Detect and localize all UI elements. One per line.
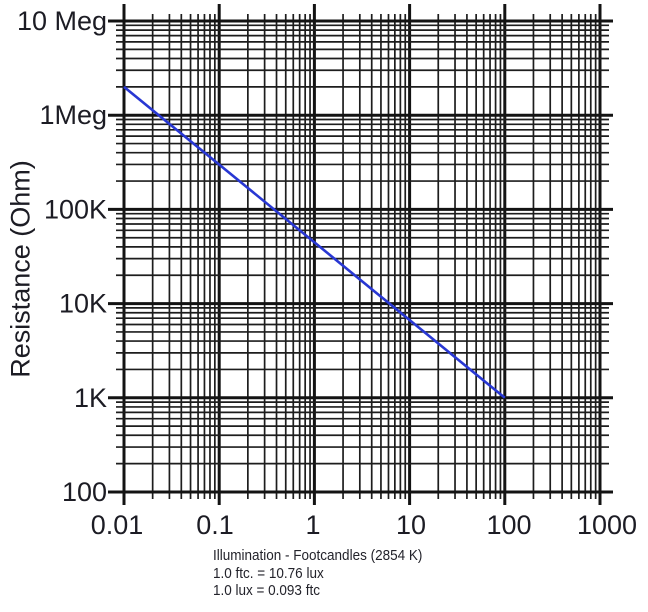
x-axis-caption-block: Illumination - Footcandles (2854 K) 1.0 … xyxy=(213,547,422,600)
series-resistance-vs-illumination xyxy=(123,85,506,399)
y-axis-title: Resistance (Ohm) xyxy=(5,160,36,378)
conversion-note-ftc-to-lux: 1.0 ftc. = 10.76 lux xyxy=(213,564,324,582)
y-tick-label: 10K xyxy=(59,289,107,319)
y-tick-label: 100 xyxy=(62,477,107,507)
y-tick-label: 100K xyxy=(44,194,107,224)
conversion-note-lux-to-ftc: 1.0 lux = 0.093 ftc xyxy=(213,582,320,599)
log-log-grid xyxy=(108,4,613,505)
y-tick-label: 10 Meg xyxy=(17,6,107,36)
x-tick-label: 0.01 xyxy=(91,510,144,540)
x-tick-label: 10 xyxy=(396,510,426,540)
series-layer xyxy=(123,85,506,399)
y-tick-label: 1Meg xyxy=(39,100,107,130)
x-tick-label: 100 xyxy=(486,510,531,540)
y-tick-label: 1K xyxy=(74,383,107,413)
x-tick-label: 1 xyxy=(305,510,320,540)
x-tick-label: 1000 xyxy=(577,510,637,540)
x-axis-title: Illumination - Footcandles (2854 K) xyxy=(213,547,423,564)
x-tick-label: 0.1 xyxy=(196,510,234,540)
